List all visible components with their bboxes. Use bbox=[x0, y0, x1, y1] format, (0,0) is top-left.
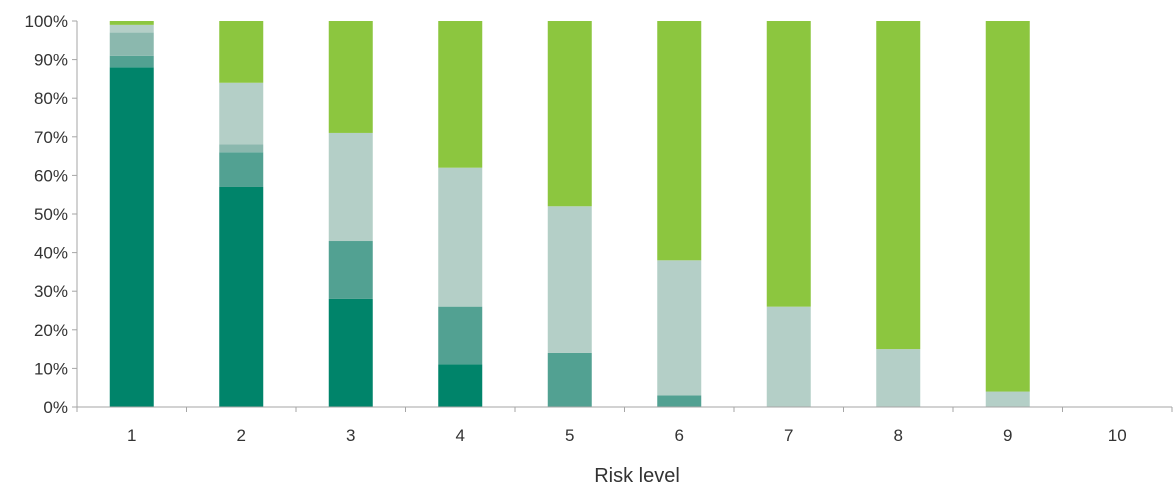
bars-group bbox=[109, 21, 1030, 407]
bar-segment-2-series-3 bbox=[219, 144, 264, 153]
y-tick-label: 0% bbox=[43, 398, 68, 417]
bar-segment-9-series-5 bbox=[985, 21, 1030, 392]
bar-segment-5-series-5 bbox=[547, 21, 592, 207]
y-tick-label: 50% bbox=[34, 205, 68, 224]
bar-segment-5-series-2 bbox=[547, 352, 592, 407]
x-tick-label: 2 bbox=[237, 426, 246, 445]
y-tick-label: 40% bbox=[34, 244, 68, 263]
y-tick-label: 20% bbox=[34, 321, 68, 340]
x-axis-title: Risk level bbox=[594, 465, 680, 487]
x-tick-label: 5 bbox=[565, 426, 574, 445]
bar-segment-1-series-2 bbox=[109, 55, 154, 68]
y-tick-label: 30% bbox=[34, 282, 68, 301]
x-tick-label: 4 bbox=[456, 426, 465, 445]
bar-segment-4-series-2 bbox=[438, 306, 483, 365]
bar-segment-4-series-1 bbox=[438, 364, 483, 407]
bar-segment-2-series-2 bbox=[219, 152, 264, 187]
y-tick-label: 60% bbox=[34, 166, 68, 185]
x-tick-label: 7 bbox=[784, 426, 793, 445]
bar-segment-5-series-4 bbox=[547, 206, 592, 353]
axes-group: 0% 10% 20% 30% 40% 50% 60% 70% 80% 90% 100% 1 2 3 4 5 6 7… bbox=[25, 12, 1173, 445]
x-tick-label: 6 bbox=[675, 426, 684, 445]
y-tick-label: 70% bbox=[34, 128, 68, 147]
bar-segment-1-series-4 bbox=[109, 24, 154, 33]
x-tick-label: 8 bbox=[894, 426, 903, 445]
bar-segment-2-series-5 bbox=[219, 21, 264, 83]
bar-segment-2-series-1 bbox=[219, 186, 264, 407]
bar-segment-6-series-5 bbox=[657, 21, 702, 261]
bar-segment-3-series-4 bbox=[328, 132, 373, 242]
bar-segment-7-series-4 bbox=[766, 306, 811, 407]
bar-segment-1-series-3 bbox=[109, 32, 154, 56]
bar-segment-4-series-5 bbox=[438, 21, 483, 168]
bar-segment-8-series-4 bbox=[876, 349, 921, 407]
bar-segment-3-series-5 bbox=[328, 21, 373, 133]
y-tick-label: 90% bbox=[34, 51, 68, 70]
bar-segment-8-series-5 bbox=[876, 21, 921, 350]
x-tick-label: 9 bbox=[1003, 426, 1012, 445]
x-tick-label: 1 bbox=[127, 426, 136, 445]
bar-segment-9-series-4 bbox=[985, 391, 1030, 407]
x-tick-label: 10 bbox=[1108, 426, 1127, 445]
x-tick-label: 3 bbox=[346, 426, 355, 445]
bar-segment-3-series-2 bbox=[328, 241, 373, 299]
bar-segment-1-series-5 bbox=[109, 21, 154, 25]
bar-segment-1-series-1 bbox=[109, 67, 154, 407]
bar-segment-6-series-4 bbox=[657, 260, 702, 396]
y-tick-label: 10% bbox=[34, 359, 68, 378]
y-tick-label: 80% bbox=[34, 89, 68, 108]
y-tick-label: 100% bbox=[25, 12, 68, 31]
bar-segment-6-series-2 bbox=[657, 395, 702, 407]
bar-segment-2-series-4 bbox=[219, 82, 264, 145]
bar-segment-4-series-4 bbox=[438, 167, 483, 307]
bar-segment-7-series-5 bbox=[766, 21, 811, 307]
bar-segment-3-series-1 bbox=[328, 298, 373, 407]
